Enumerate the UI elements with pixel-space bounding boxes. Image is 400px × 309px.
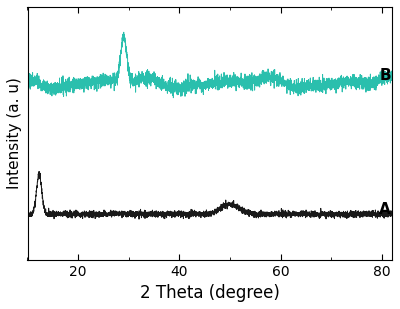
Text: B: B xyxy=(380,68,391,83)
Y-axis label: Intensity (a. u): Intensity (a. u) xyxy=(7,77,22,189)
Text: A: A xyxy=(380,201,391,217)
X-axis label: 2 Theta (degree): 2 Theta (degree) xyxy=(140,284,280,302)
